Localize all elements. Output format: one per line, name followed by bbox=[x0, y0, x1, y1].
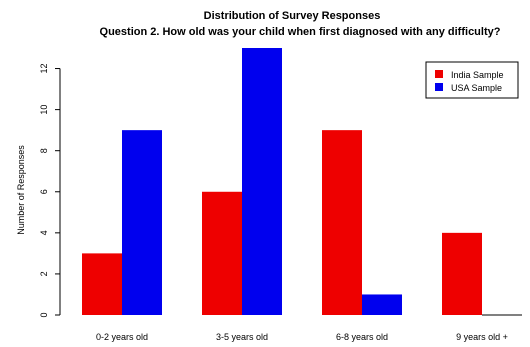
y-tick-label: 8 bbox=[39, 148, 49, 153]
bar-india-2 bbox=[322, 130, 362, 315]
bar-usa-2 bbox=[362, 294, 402, 315]
y-tick-label: 10 bbox=[39, 105, 49, 115]
x-axis-labels: 0-2 years old 3-5 years old 6-8 years old 9… bbox=[96, 332, 508, 342]
y-tick-label: 0 bbox=[39, 312, 49, 317]
chart-subtitle: Question 2. How old was your child when … bbox=[100, 26, 501, 38]
x-tick-label: 6-8 years old bbox=[336, 332, 388, 342]
y-tick-label: 4 bbox=[39, 230, 49, 235]
y-tick-label: 12 bbox=[39, 64, 49, 74]
bars-group bbox=[82, 48, 522, 316]
y-tick-label: 2 bbox=[39, 271, 49, 276]
bar-usa-1 bbox=[242, 48, 282, 315]
legend-swatch-india bbox=[435, 70, 443, 78]
y-tick-label: 6 bbox=[39, 189, 49, 194]
legend-label-india: India Sample bbox=[451, 70, 504, 80]
bar-usa-0 bbox=[122, 130, 162, 315]
legend: India Sample USA Sample bbox=[425, 61, 519, 99]
x-tick-label: 9 years old + bbox=[456, 332, 508, 342]
legend-label-usa: USA Sample bbox=[451, 83, 502, 93]
y-axis: 0 2 4 6 8 10 12 bbox=[39, 64, 61, 318]
bar-india-0 bbox=[82, 253, 122, 315]
x-tick-label: 3-5 years old bbox=[216, 332, 268, 342]
y-axis-label: Number of Responses bbox=[16, 145, 26, 235]
chart-title: Distribution of Survey Responses bbox=[204, 10, 381, 22]
bar-india-1 bbox=[202, 191, 242, 315]
legend-box bbox=[425, 61, 519, 99]
bar-india-3 bbox=[442, 232, 482, 315]
legend-swatch-usa bbox=[435, 83, 443, 91]
x-tick-label: 0-2 years old bbox=[96, 332, 148, 342]
